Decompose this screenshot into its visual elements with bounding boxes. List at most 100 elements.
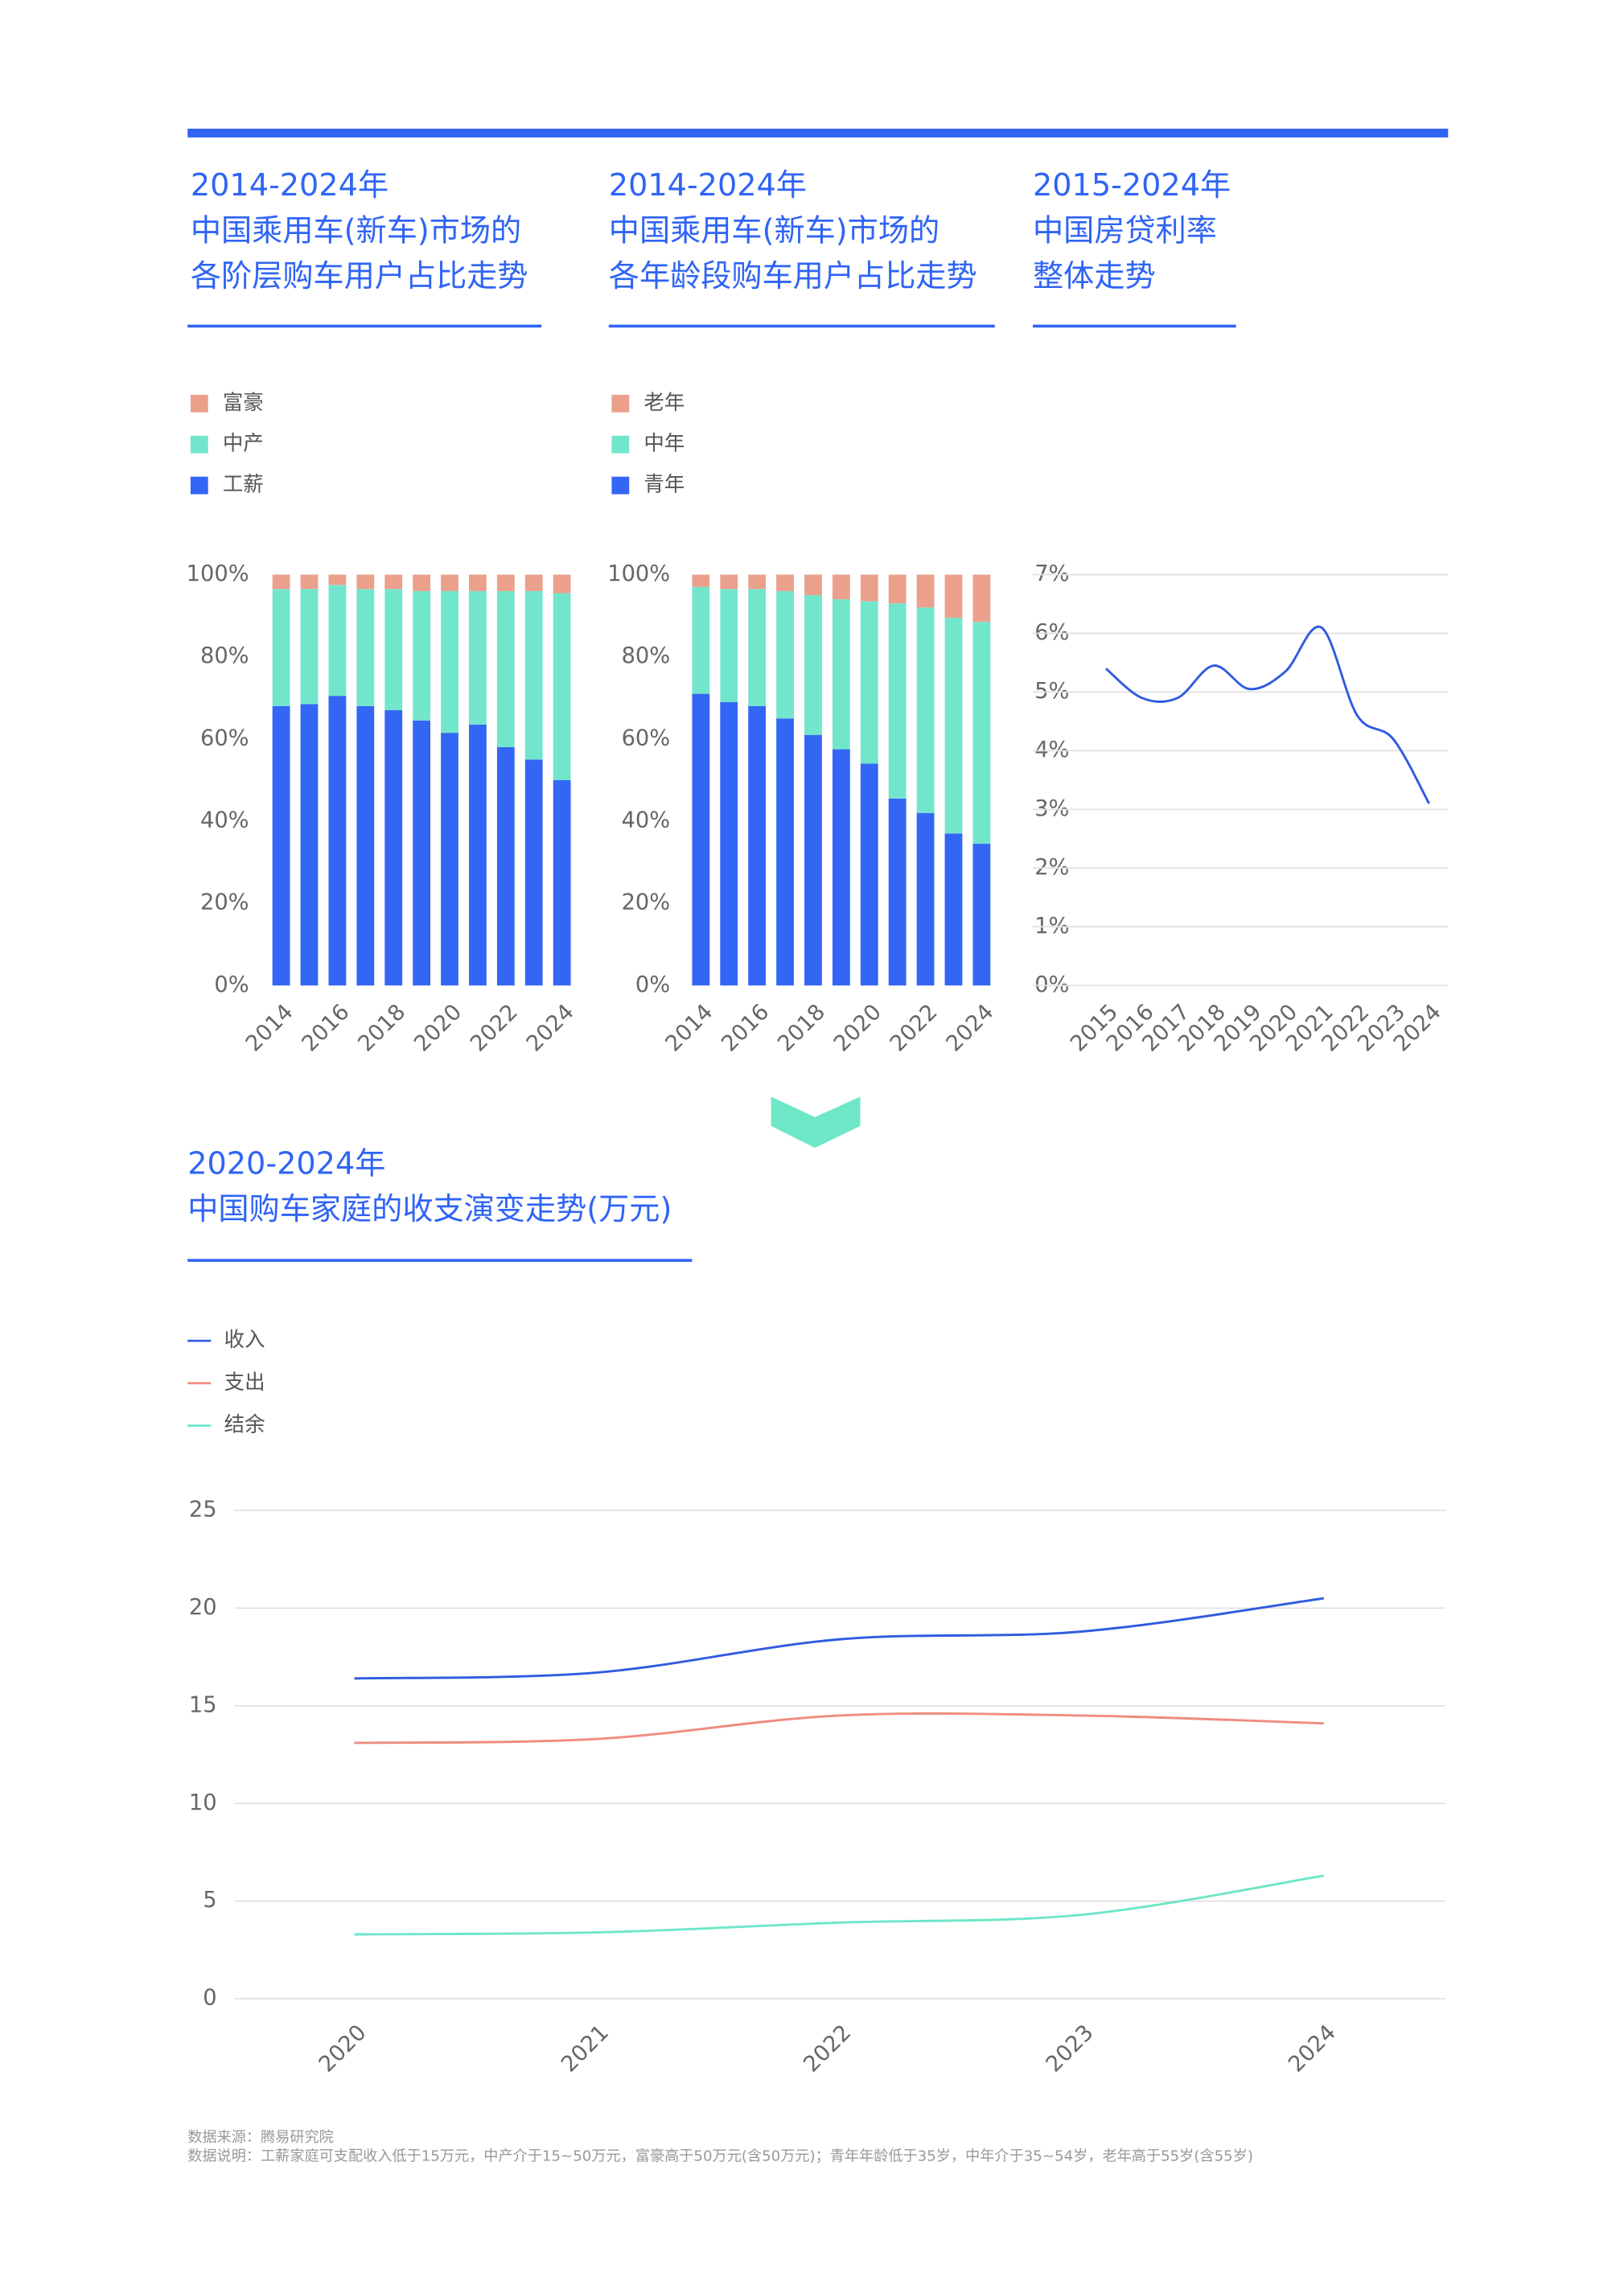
legend-label: 结余 <box>224 1413 265 1437</box>
bar-segment <box>524 574 543 591</box>
y-tick-label: 0% <box>214 972 249 997</box>
bar-segment <box>832 574 850 600</box>
chart-title: 各年龄段购车用户占比走势 <box>609 259 977 294</box>
bar-segment <box>692 586 710 694</box>
x-tick-label: 2022 <box>799 2020 856 2078</box>
y-tick-label: 80% <box>622 643 671 668</box>
y-tick-label: 5 <box>203 1888 216 1913</box>
bar-segment <box>300 589 319 705</box>
legend-swatch <box>611 435 630 454</box>
bar-segment <box>469 724 487 986</box>
top-rule <box>187 128 1449 138</box>
bar-segment <box>888 574 907 604</box>
bar-segment <box>832 749 850 986</box>
bar-segment <box>860 574 878 602</box>
bar-segment <box>384 574 403 590</box>
x-tick-label: 2024 <box>942 1000 999 1057</box>
chevron <box>771 1096 861 1149</box>
bar-segment <box>720 574 738 590</box>
bar-segment <box>804 594 822 735</box>
bar-segment <box>888 603 907 799</box>
bar-segment <box>413 590 431 721</box>
y-tick-label: 15 <box>189 1692 217 1717</box>
y-tick-label: 10 <box>189 1790 217 1815</box>
y-tick-label: 7% <box>1034 561 1069 586</box>
chart-title: 中国乘用车(新车)市场的 <box>191 214 521 249</box>
bar-segment <box>441 733 458 986</box>
line-series <box>1104 625 1430 804</box>
chart-title: 2020-2024年 <box>187 1146 385 1182</box>
line-series <box>354 1712 1324 1745</box>
bar-segment <box>553 593 571 780</box>
bar-segment <box>469 590 487 725</box>
bar-segment <box>776 718 794 986</box>
bar-segment <box>972 622 991 845</box>
bar-segment <box>441 590 458 734</box>
y-tick-label: 1% <box>1034 914 1069 939</box>
y-tick-label: 100% <box>187 561 249 586</box>
legend-label: 工薪 <box>223 473 264 497</box>
x-tick-label: 2020 <box>315 2020 372 2078</box>
bar-segment <box>356 574 375 590</box>
data-note: 数据说明：工薪家庭可支配收入低于15万元，中产介于15~50万元，富豪高于50万… <box>187 2147 1253 2164</box>
chart-title: 各阶层购车用户占比走势 <box>191 259 528 294</box>
bar-segment <box>328 585 347 697</box>
bar-segment <box>916 812 935 986</box>
y-tick-label: 60% <box>200 725 249 750</box>
bar-segment <box>972 844 991 986</box>
bar-segment <box>441 574 458 591</box>
bar-segment <box>776 590 794 719</box>
bar-segment <box>272 574 290 590</box>
chart-title: 中国房贷利率 <box>1033 214 1217 249</box>
bar-segment <box>496 574 515 591</box>
chart-title: 2015-2024年 <box>1033 168 1231 203</box>
y-tick-label: 40% <box>622 808 671 832</box>
legend-swatch <box>190 435 208 454</box>
legend-swatch <box>611 394 630 413</box>
x-tick-label: 2022 <box>886 1000 943 1057</box>
legend-label: 支出 <box>224 1371 265 1395</box>
x-tick-label: 2021 <box>557 2020 614 2078</box>
legend-label: 收入 <box>224 1328 265 1352</box>
bar-segment <box>328 574 347 586</box>
bar-segment <box>860 601 878 764</box>
bar-segment <box>692 693 710 986</box>
line-series <box>354 1874 1325 1936</box>
bar-segment <box>944 618 963 834</box>
bar-segment <box>748 589 767 706</box>
y-tick-label: 0 <box>203 1986 216 2011</box>
bar-segment <box>888 798 907 986</box>
y-tick-label: 20 <box>189 1595 217 1620</box>
x-tick-label: 2020 <box>409 1000 467 1057</box>
bar-segment <box>384 589 403 711</box>
x-tick-label: 2014 <box>661 1000 718 1057</box>
x-tick-label: 2023 <box>1042 2020 1099 2078</box>
bar-segment <box>720 701 738 986</box>
bar-segment <box>944 574 963 619</box>
bar-segment <box>384 710 403 986</box>
bar-segment <box>272 705 290 986</box>
bar-segment <box>944 833 963 986</box>
bar-segment <box>748 705 767 986</box>
y-tick-label: 40% <box>200 808 249 832</box>
chart-title: 中国乘用车(新车)市场的 <box>609 214 939 249</box>
x-tick-label: 2024 <box>522 1000 579 1057</box>
bar-segment <box>469 574 487 591</box>
bar-segment <box>972 574 991 623</box>
line-series <box>354 1597 1324 1680</box>
bar-segment <box>496 590 515 748</box>
y-tick-label: 20% <box>200 890 249 915</box>
bar-segment <box>328 696 347 986</box>
y-tick-label: 3% <box>1034 796 1069 821</box>
bar-segment <box>832 599 850 750</box>
chart-title: 2014-2024年 <box>191 168 389 203</box>
x-tick-label: 2016 <box>298 1000 355 1057</box>
y-tick-label: 20% <box>622 890 671 915</box>
x-tick-label: 2014 <box>241 1000 298 1057</box>
bar-segment <box>692 574 710 587</box>
x-tick-label: 2022 <box>466 1000 523 1057</box>
bar-segment <box>300 704 319 986</box>
bar-segment <box>300 574 319 590</box>
y-tick-label: 0% <box>635 972 670 997</box>
